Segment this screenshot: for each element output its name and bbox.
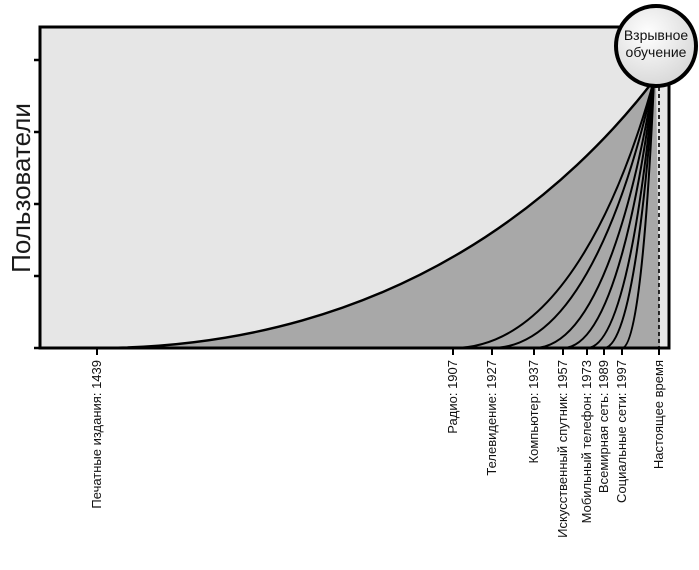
x-tick-label: Социальные сети: 1997 (614, 360, 629, 503)
series-curve (533, 79, 655, 349)
x-tick-label: Телевидение: 1927 (484, 360, 499, 476)
area-under-curves (97, 80, 660, 348)
x-tick-label: Компьютер: 1937 (526, 360, 541, 463)
series-curve (491, 79, 655, 349)
bubble-text-line2: обучение (626, 44, 687, 60)
x-axis-labels: Печатные издания: 1439 Радио: 1907 Телевид… (89, 360, 666, 538)
explosive-learning-bubble: Взрывное обучение (614, 4, 698, 88)
x-tick-label: Искусственный спутник: 1957 (555, 360, 570, 538)
x-tick-label: Печатные издания: 1439 (89, 360, 104, 509)
bubble-text-line1: Взрывное (624, 27, 689, 43)
series-curve (96, 79, 655, 350)
series-curve (452, 79, 655, 349)
series-curve (586, 79, 655, 349)
bubble-circle (614, 4, 698, 88)
series-curve (603, 79, 655, 349)
plot-frame (38, 25, 671, 350)
series-curves (96, 79, 655, 350)
x-axis-ticks (96, 348, 660, 355)
x-tick-label: Радио: 1907 (445, 360, 460, 434)
y-axis-ticks (34, 58, 40, 350)
y-axis-label: Пользователи (6, 103, 36, 273)
present-time-label: Настоящее время (651, 360, 666, 469)
series-curve (562, 79, 655, 349)
series-curve (621, 79, 655, 349)
x-tick-label: Всемирная сеть: 1989 (596, 360, 611, 493)
x-tick-label: Мобильный телефон: 1973 (579, 360, 594, 523)
